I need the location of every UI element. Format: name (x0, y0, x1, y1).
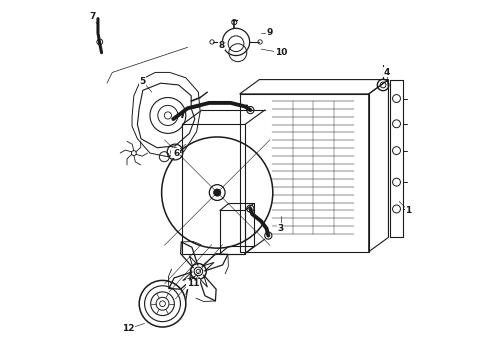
Text: 9: 9 (267, 28, 273, 37)
Text: 10: 10 (275, 48, 287, 57)
Text: 3: 3 (278, 224, 284, 233)
Bar (240, 94, 368, 252)
Text: 7: 7 (89, 12, 96, 21)
Text: 1: 1 (405, 206, 411, 215)
Text: 12: 12 (122, 324, 135, 333)
Circle shape (173, 150, 177, 154)
Text: 6: 6 (174, 149, 180, 158)
Circle shape (214, 189, 221, 196)
Text: 8: 8 (219, 41, 225, 50)
Text: 2: 2 (172, 149, 178, 158)
Text: 4: 4 (384, 68, 390, 77)
Bar (182, 125, 245, 253)
Bar (220, 211, 245, 253)
Text: 11: 11 (187, 279, 199, 288)
Text: 5: 5 (140, 77, 146, 86)
